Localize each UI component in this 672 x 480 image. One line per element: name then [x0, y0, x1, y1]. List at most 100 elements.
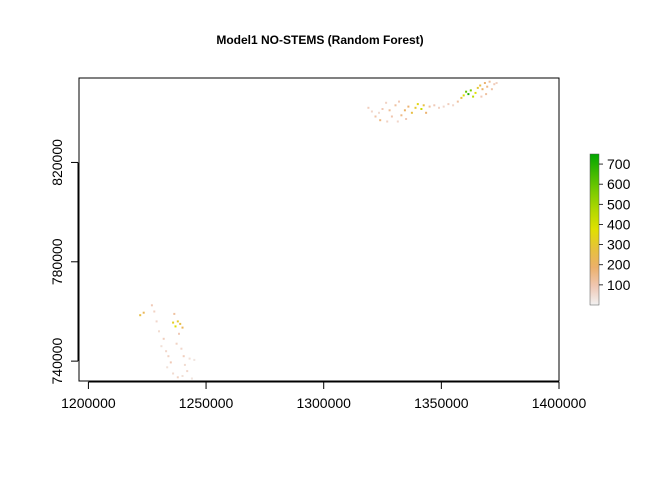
- raster-cell-north-east-13: [410, 111, 413, 114]
- raster-cell-south-west-29: [181, 375, 184, 377]
- raster-cell-north-east-3: [379, 119, 382, 122]
- raster-cell-north-east-32: [474, 91, 477, 94]
- raster-cell-south-west-1: [142, 311, 145, 314]
- raster-cell-north-east-40: [493, 83, 496, 86]
- y-tick-label-1: 780000: [49, 238, 65, 285]
- x-axis: 1200000 1250000 1300000 1350000 1400000: [61, 381, 587, 411]
- raster-cell-south-west-14: [179, 322, 182, 325]
- legend-colorbar: [589, 153, 600, 306]
- raster-cell-south-west-10: [169, 361, 172, 364]
- raster-cell-south-west-28: [172, 372, 175, 375]
- y-axis: 740000 780000 820000: [49, 139, 79, 385]
- raster-cell-north-east-41: [495, 82, 498, 84]
- raster-cell-north-east-45: [386, 120, 389, 123]
- x-tick-label-1: 1250000: [179, 395, 234, 411]
- raster-cell-south-west-21: [183, 363, 186, 366]
- legend-tick-label-3: 400: [607, 216, 631, 232]
- raster-cell-north-east-29: [467, 93, 470, 96]
- raster-cell-north-east-18: [425, 111, 428, 114]
- raster-cell-north-east-0: [367, 106, 370, 109]
- raster-cell-south-west-26: [193, 358, 196, 361]
- raster-cell-south-west-12: [174, 325, 177, 328]
- raster-cell-north-east-20: [433, 104, 436, 107]
- x-tick-label-3: 1350000: [414, 395, 469, 411]
- raster-cell-north-east-21: [438, 106, 440, 109]
- raster-cell-north-east-28: [465, 90, 468, 93]
- raster-cell-north-east-36: [483, 82, 486, 84]
- legend-tick-label-6: 700: [607, 156, 631, 172]
- legend-tick-label-2: 300: [607, 237, 631, 253]
- raster-cell-south-west-8: [165, 350, 168, 353]
- raster-cell-north-east-35: [481, 88, 484, 91]
- raster-cell-north-east-23: [447, 103, 450, 106]
- raster-cell-south-west-22: [186, 370, 189, 373]
- raster-cell-north-east-7: [390, 115, 393, 118]
- raster-cell-north-east-11: [403, 109, 406, 112]
- legend: 100 200 300 400 500 600 700: [589, 153, 631, 306]
- raster-cell-north-east-33: [476, 86, 479, 89]
- raster-cell-south-west-24: [176, 376, 179, 379]
- raster-cell-south-west-3: [153, 310, 156, 313]
- raster-cell-north-east-2: [374, 115, 377, 118]
- raster-cell-north-east-6: [388, 109, 391, 112]
- y-tick-label-0: 740000: [49, 338, 65, 385]
- raster-cell-south-west-11: [172, 321, 175, 324]
- raster-cell-north-east-44: [378, 111, 380, 114]
- raster-cell-south-west-5: [158, 330, 160, 333]
- raster-cell-south-west-15: [181, 326, 184, 329]
- raster-cell-north-east-10: [400, 114, 403, 117]
- raster-cell-north-east-26: [460, 96, 463, 99]
- raster-cell-north-east-17: [422, 104, 425, 107]
- raster-cell-south-west-25: [190, 377, 193, 380]
- raster-cell-south-west-19: [180, 347, 183, 350]
- raster-cell-north-east-24: [452, 104, 455, 107]
- raster-cell-north-east-15: [416, 103, 419, 106]
- raster-cell-south-west-16: [173, 312, 176, 315]
- raster-cell-north-east-4: [381, 108, 384, 110]
- raster-cell-north-east-47: [405, 118, 408, 120]
- x-tick-label-0: 1200000: [61, 395, 116, 411]
- raster-cell-north-east-39: [490, 88, 493, 91]
- plot-frame: [78, 77, 560, 382]
- raster-cell-south-west-13: [176, 320, 179, 323]
- legend-tick-label-5: 600: [607, 176, 631, 192]
- raster-cell-south-west-0: [139, 314, 142, 317]
- raster-cell-south-west-6: [162, 337, 165, 340]
- raster-cell-north-east-1: [370, 110, 373, 113]
- raster-cell-south-west-20: [182, 355, 185, 358]
- legend-tick-label-4: 500: [607, 196, 631, 212]
- raster-cell-south-west-18: [175, 342, 178, 345]
- raster-cell-south-west-23: [188, 357, 191, 360]
- raster-cell-north-east-16: [420, 108, 423, 110]
- raster-cell-south-west-17: [178, 332, 180, 335]
- chart-title: Model1 NO-STEMS (Random Forest): [216, 33, 423, 47]
- legend-tick-label-1: 200: [607, 257, 631, 273]
- raster-cell-north-east-19: [428, 105, 431, 108]
- raster-cell-north-east-38: [488, 80, 491, 83]
- raster-cell-south-west-27: [166, 366, 169, 369]
- legend-tick-label-0: 100: [607, 277, 631, 293]
- raster-cell-south-west-9: [167, 355, 170, 358]
- raster-cell-north-east-12: [407, 105, 410, 108]
- y-tick-label-2: 820000: [49, 139, 65, 186]
- raster-cell-north-east-42: [485, 93, 488, 96]
- raster-cell-south-west-4: [155, 320, 158, 323]
- raster-cell-north-east-34: [479, 84, 482, 87]
- x-tick-label-2: 1300000: [296, 395, 351, 411]
- raster-cell-north-east-37: [486, 85, 489, 88]
- raster-cell-north-east-22: [442, 105, 445, 108]
- raster-cell-north-east-8: [394, 104, 397, 107]
- raster-cell-south-west-7: [160, 345, 163, 348]
- raster-cells: [139, 80, 498, 380]
- raster-cell-north-east-25: [456, 100, 459, 103]
- raster-cell-north-east-30: [469, 89, 472, 92]
- raster-cell-north-east-46: [396, 120, 399, 123]
- raster-cell-north-east-27: [462, 94, 465, 97]
- x-tick-label-4: 1400000: [532, 395, 587, 411]
- raster-cell-north-east-43: [480, 95, 483, 98]
- raster-cell-north-east-14: [414, 106, 417, 109]
- raster-cell-north-east-9: [398, 100, 400, 103]
- raster-cell-south-west-2: [150, 304, 153, 307]
- raster-cell-north-east-31: [472, 95, 475, 98]
